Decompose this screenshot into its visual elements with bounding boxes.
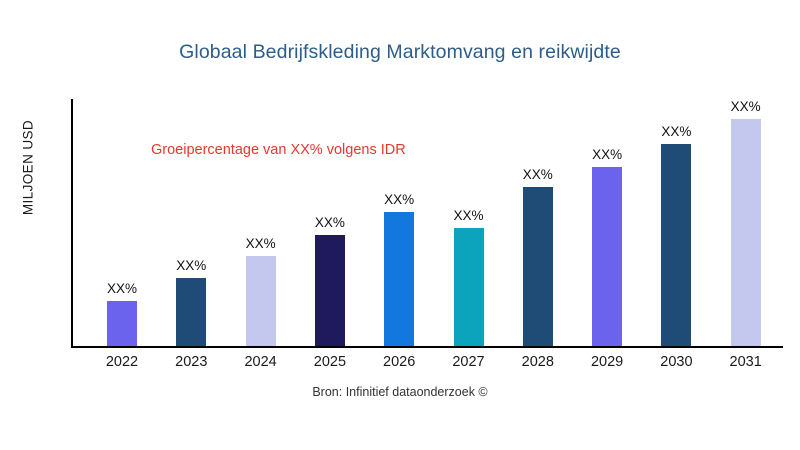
x-axis-tick-label: 2028 [521,354,554,370]
x-axis-tick-label: 2024 [244,354,277,370]
x-axis-tick-label: 2022 [105,354,139,370]
bar[interactable] [522,187,553,346]
plot-area: Groeipercentage van XX% volgens IDR XX% X… [71,99,800,348]
x-axis-tick-label: 2025 [313,354,347,370]
bar[interactable] [661,144,692,346]
bar-value-label: XX% [522,167,553,182]
bar[interactable] [592,167,623,346]
bar-value-label: XX% [176,258,207,273]
x-axis-tick-label: 2029 [590,354,624,370]
bar[interactable] [314,235,345,346]
growth-annotation: Groeipercentage van XX% volgens IDR [151,142,406,158]
x-axis-tick-label: 2027 [452,354,485,370]
bar-value-label: XX% [661,124,692,139]
x-axis-tick-label: 2023 [175,354,208,370]
bar[interactable] [730,119,761,346]
bar[interactable] [245,256,276,346]
bar[interactable] [384,212,415,346]
bar-value-label: XX% [245,236,276,251]
source-note: Bron: Infinitief dataonderzoek © [312,385,488,399]
bar-value-label: XX% [314,215,345,230]
y-axis-line [71,99,73,348]
bar[interactable] [107,301,137,346]
x-axis-line [71,346,783,348]
bar-value-label: XX% [592,147,623,162]
bar[interactable] [176,278,207,346]
x-axis-tick-label: 2031 [729,354,762,370]
x-axis-tick-label: 2030 [660,354,693,370]
y-axis-label: MILJOEN USD [20,119,36,216]
bar[interactable] [453,228,484,346]
bar-value-label: XX% [384,192,415,207]
x-axis-tick-label: 2026 [383,354,416,370]
page-title: Globaal Bedrijfskleding Marktomvang en r… [179,41,621,63]
bar-value-label: XX% [453,208,484,223]
bar-value-label: XX% [106,281,137,296]
bar-value-label: XX% [730,99,761,114]
